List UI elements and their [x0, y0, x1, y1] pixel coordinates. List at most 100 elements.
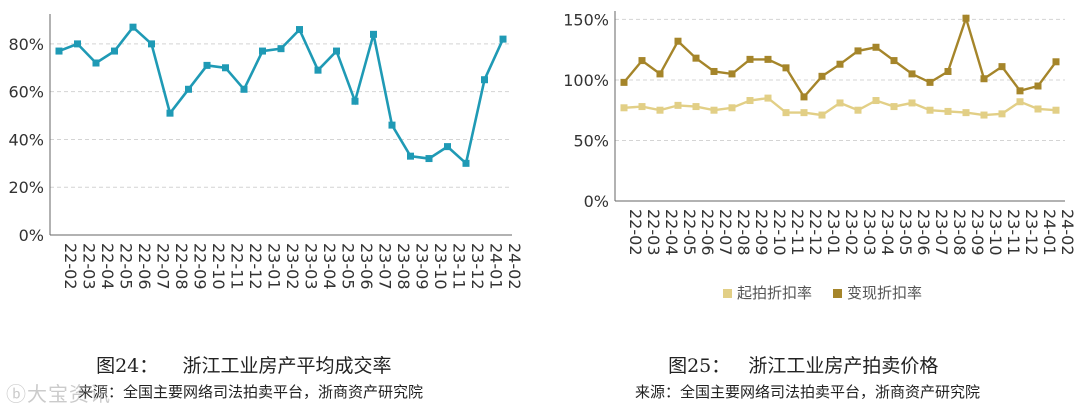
x-tick-label: 23-03 [860, 209, 879, 256]
data-point [656, 106, 664, 114]
data-point [710, 106, 718, 114]
figure25-caption-text: 浙江工业房产拍卖价格 [748, 355, 939, 377]
data-point [222, 64, 229, 72]
legend-label-2: 变现折扣率 [847, 284, 922, 302]
data-point [908, 70, 916, 78]
data-point [890, 57, 898, 65]
data-point [800, 93, 808, 101]
data-point [854, 106, 862, 114]
x-tick-label: 23-02 [842, 209, 861, 256]
x-tick-label: 22-05 [680, 209, 699, 256]
x-tick-label: 22-07 [716, 209, 735, 256]
data-point [980, 75, 988, 83]
x-tick-label: 22-04 [98, 243, 117, 290]
watermark-icon: ⓑ [6, 382, 27, 406]
data-point [1016, 87, 1024, 95]
data-point [818, 72, 826, 80]
x-tick-label: 23-11 [450, 243, 469, 290]
y-tick-label: 80% [8, 35, 44, 54]
x-tick-label: 22-11 [228, 243, 247, 290]
data-point [800, 109, 808, 117]
data-point [314, 66, 322, 74]
data-point [728, 70, 736, 78]
data-point [674, 37, 682, 45]
data-point [620, 78, 628, 86]
data-point [728, 104, 736, 112]
data-point [425, 155, 433, 163]
x-tick-label: 22-07 [154, 243, 173, 290]
x-tick-label: 22-03 [80, 243, 99, 290]
x-tick-label: 23-09 [968, 209, 987, 256]
data-point [764, 94, 772, 102]
x-tick-label: 24-01 [487, 243, 506, 290]
data-point [980, 111, 988, 119]
x-tick-label: 23-08 [950, 209, 969, 256]
data-point [296, 26, 303, 34]
x-tick-label: 23-04 [320, 243, 339, 290]
data-point [692, 54, 700, 62]
chart-auction-price-discount: 0%50%100%150%22-02 22-03 22-04 22-05 22-06 22… [563, 10, 1077, 302]
data-point [499, 35, 507, 43]
x-tick-label: 22-05 [117, 243, 136, 290]
y-tick-label: 0% [19, 226, 44, 245]
data-point [481, 76, 488, 84]
data-point [836, 99, 844, 107]
data-point [674, 101, 682, 109]
y-tick-label: 40% [8, 130, 44, 149]
data-point [129, 23, 137, 31]
data-point [111, 47, 118, 55]
figure25-caption-num: 图25： [668, 355, 731, 377]
data-point [444, 143, 451, 151]
x-tick-label: 23-12 [468, 243, 487, 290]
data-point [908, 99, 916, 107]
data-point [656, 70, 664, 78]
figure24-caption-text: 浙江工业房产平均成交率 [182, 355, 392, 377]
data-point [872, 43, 880, 51]
x-tick-label: 23-10 [986, 209, 1005, 256]
data-point [462, 159, 470, 167]
x-tick-label: 23-08 [394, 243, 413, 290]
series-line-2 [623, 14, 1057, 99]
y-tick-label: 50% [573, 131, 609, 150]
data-point [148, 40, 155, 48]
figure25-caption: 图25： 浙江工业房产拍卖价格 [656, 329, 938, 378]
data-point [277, 45, 285, 53]
x-tick-label: 22-02 [61, 243, 80, 290]
y-tick-label: 0% [584, 192, 609, 211]
watermark-logo: ⓑ大宝资讯 [6, 378, 111, 407]
x-tick-label: 24-02 [1058, 209, 1077, 256]
data-point [998, 63, 1006, 71]
data-point [926, 106, 934, 114]
legend-marker-1 [723, 289, 732, 298]
x-tick-label: 23-06 [914, 209, 933, 256]
x-tick-label: 23-01 [265, 243, 284, 290]
data-point [1016, 98, 1024, 106]
x-tick-label: 22-08 [172, 243, 191, 290]
watermark-text: 大宝资讯 [27, 382, 111, 406]
data-point [818, 111, 826, 119]
data-point [333, 47, 340, 55]
data-point [944, 107, 952, 115]
y-tick-label: 60% [8, 83, 44, 102]
x-tick-label: 23-06 [357, 243, 376, 290]
x-tick-label: 24-01 [1040, 209, 1059, 256]
data-point [926, 78, 934, 86]
x-tick-label: 23-10 [431, 243, 450, 290]
x-tick-label: 22-03 [644, 209, 663, 256]
data-point [1052, 106, 1060, 114]
data-point [74, 40, 81, 48]
figure24-caption-num: 图24： [96, 355, 159, 377]
data-point [836, 60, 844, 68]
data-point [240, 85, 248, 93]
x-tick-label: 22-11 [788, 209, 807, 256]
y-tick-label: 100% [563, 71, 609, 90]
x-tick-label: 22-02 [626, 209, 645, 256]
data-point [203, 61, 211, 69]
data-point [407, 152, 414, 160]
figure24-source: 来源：全国主要网络司法拍卖平台，浙商资产研究院 [78, 383, 424, 401]
chart-average-deal-rate: 0%20%40%60%80%22-02 22-03 22-04 22-05 22-06 2… [8, 14, 524, 290]
data-point [782, 109, 790, 117]
x-tick-label: 23-12 [1022, 209, 1041, 256]
x-tick-label: 22-12 [806, 209, 825, 256]
data-point [620, 104, 628, 112]
